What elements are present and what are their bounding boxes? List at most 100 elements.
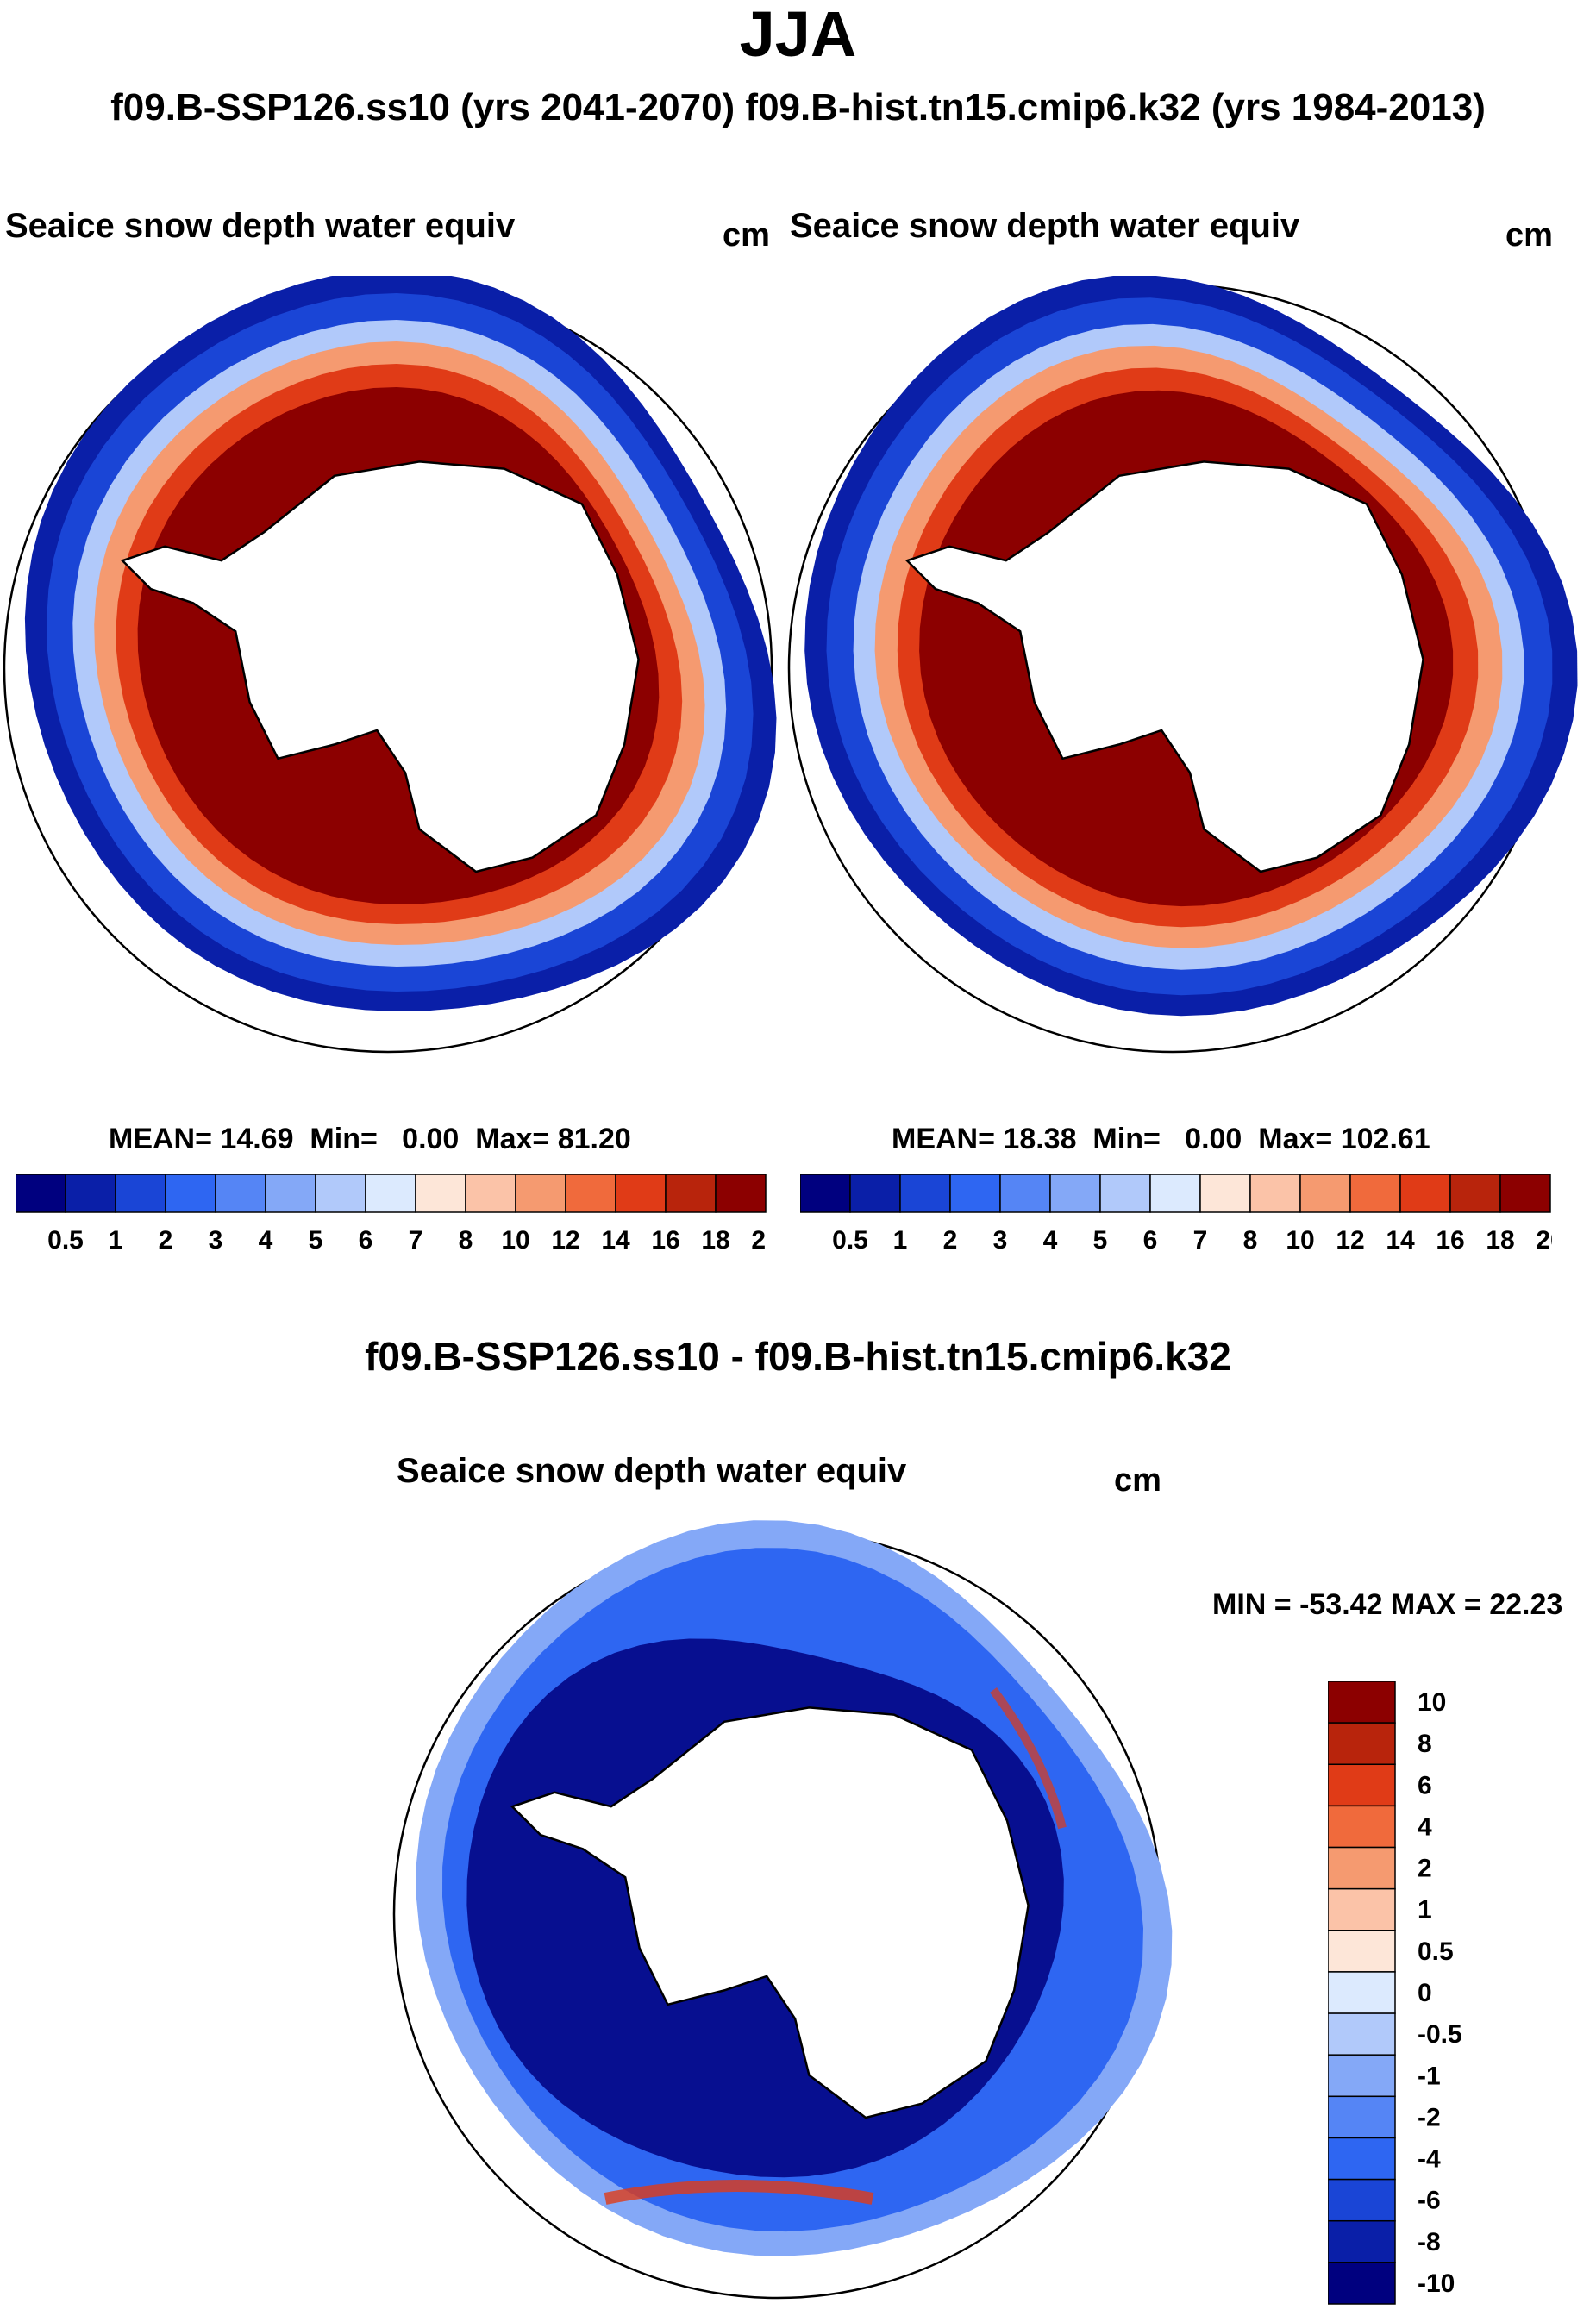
left-antarctica-coast: [120, 460, 640, 873]
left-stats: MEAN= 14.69 Min= 0.00 Max= 81.20: [109, 1123, 631, 1156]
diff-colorbar-label: 10: [1418, 1688, 1446, 1717]
diff-colorbar-box: [1328, 2137, 1396, 2181]
left-colorbar-box: [515, 1174, 566, 1213]
left-colorbar-label: 12: [551, 1226, 579, 1255]
right-colorbar-box: [1299, 1174, 1351, 1213]
left-max-label: Max=: [475, 1123, 550, 1155]
left-panel-units: cm: [723, 217, 770, 253]
right-colorbar-label: 1: [893, 1226, 908, 1255]
diff-colorbar-box: [1328, 2095, 1396, 2139]
left-colorbar-label: 16: [651, 1226, 679, 1255]
left-mean-label: MEAN=: [109, 1123, 212, 1155]
left-colorbar-box: [365, 1174, 416, 1213]
right-colorbar-label: 16: [1436, 1226, 1464, 1255]
diff-colorbar-label: 0: [1418, 1979, 1432, 2007]
right-colorbar-label: 4: [1043, 1226, 1058, 1255]
right-colorbar-label: 7: [1193, 1226, 1208, 1255]
diff-minmax: MIN = -53.42 MAX = 22.23: [1212, 1588, 1563, 1621]
right-colorbar-box: [1349, 1174, 1401, 1213]
right-map: [787, 276, 1578, 1054]
left-min-label: Min=: [310, 1123, 378, 1155]
diff-antarctica-coast: [510, 1706, 1030, 2119]
diff-colorbar-label: 1: [1418, 1896, 1432, 1925]
left-colorbar-box: [565, 1174, 616, 1213]
right-colorbar-label: 18: [1486, 1226, 1514, 1255]
right-colorbar-box: [849, 1174, 901, 1213]
diff-colorbar: 10 8 6 4 2 1 0.5 0 -0.5 -1 -2 -4 -6 -8 -10: [1328, 1681, 1462, 2305]
right-panel-units: cm: [1505, 217, 1553, 253]
left-colorbar-box: [65, 1174, 116, 1213]
diff-colorbar-label: -10: [1418, 2269, 1455, 2298]
left-colorbar-label: 2: [159, 1226, 173, 1255]
right-colorbar-label: 6: [1143, 1226, 1158, 1255]
diff-colorbar-box: [1328, 1681, 1396, 1724]
right-map-layers: [787, 276, 1578, 1054]
left-colorbar: 0.512345678101214161820: [16, 1174, 767, 1255]
diff-colorbar-box: [1328, 1805, 1396, 1849]
diff-map-layers: [392, 1520, 1173, 2300]
right-colorbar-label: 3: [993, 1226, 1008, 1255]
diff-colorbar-box: [1328, 1971, 1396, 2014]
right-mean-label: MEAN=: [892, 1123, 995, 1155]
diff-colorbar-box: [1328, 1846, 1396, 1890]
diff-positive-streak-east: [989, 1687, 1067, 1830]
diff-map: [392, 1520, 1173, 2300]
left-mean-value: 14.69: [220, 1123, 294, 1155]
left-colorbar-boxes: 0.512345678101214161820: [16, 1174, 767, 1255]
left-colorbar-box: [415, 1174, 466, 1213]
left-colorbar-box: [115, 1174, 166, 1213]
diff-colorbar-box: [1328, 2054, 1396, 2098]
right-colorbar-box: [1399, 1174, 1451, 1213]
left-colorbar-box: [165, 1174, 216, 1213]
right-colorbar-box: [1049, 1174, 1101, 1213]
diff-colorbar-label: -4: [1418, 2145, 1441, 2174]
left-colorbar-box: [265, 1174, 316, 1213]
left-colorbar-label: 18: [701, 1226, 729, 1255]
right-colorbar-box: [899, 1174, 951, 1213]
diff-colorbar-box: [1328, 1930, 1396, 1973]
right-min-value: 0.00: [1185, 1123, 1242, 1155]
figure-subtitle: f09.B-SSP126.ss10 (yrs 2041-2070) f09.B-…: [110, 86, 1486, 128]
right-colorbar-box: [1449, 1174, 1501, 1213]
right-colorbar-label: 8: [1243, 1226, 1258, 1255]
left-colorbar-label: 5: [309, 1226, 323, 1255]
diff-colorbar-label: 4: [1418, 1812, 1432, 1841]
left-map: [3, 276, 777, 1054]
left-colorbar-label: 3: [209, 1226, 223, 1255]
diff-colorbar-label: -1: [1418, 2062, 1441, 2090]
left-colorbar-label: 6: [359, 1226, 373, 1255]
right-min-label: Min=: [1092, 1123, 1161, 1155]
left-colorbar-box: [615, 1174, 667, 1213]
left-min-value: 0.00: [402, 1123, 460, 1155]
right-colorbar-box: [800, 1174, 851, 1213]
right-colorbar-box: [1099, 1174, 1151, 1213]
right-stats: MEAN= 18.38 Min= 0.00 Max= 102.61: [892, 1123, 1430, 1156]
left-panel-label: Seaice snow depth water equiv: [5, 207, 516, 245]
diff-colorbar-box: [1328, 1722, 1396, 1766]
left-colorbar-label: 0.5: [47, 1226, 84, 1255]
diff-colorbar-box: [1328, 1763, 1396, 1807]
right-colorbar-box: [1499, 1174, 1551, 1213]
left-colorbar-label: 20: [751, 1226, 767, 1255]
left-max-value: 81.20: [557, 1123, 631, 1155]
right-colorbar-label: 20: [1536, 1226, 1552, 1255]
right-panel-label: Seaice snow depth water equiv: [790, 207, 1300, 245]
diff-colorbar-boxes: 10 8 6 4 2 1 0.5 0 -0.5 -1 -2 -4 -6 -8 -10: [1328, 1681, 1462, 2305]
right-colorbar-label: 14: [1386, 1226, 1415, 1255]
right-colorbar-label: 2: [943, 1226, 958, 1255]
diff-colorbar-label: -8: [1418, 2228, 1441, 2256]
right-colorbar-box: [1249, 1174, 1301, 1213]
right-antarctica-coast: [904, 460, 1424, 873]
right-mean-value: 18.38: [1003, 1123, 1077, 1155]
left-colorbar-label: 1: [109, 1226, 123, 1255]
diff-header: f09.B-SSP126.ss10 - f09.B-hist.tn15.cmip…: [365, 1334, 1231, 1379]
right-colorbar-label: 12: [1336, 1226, 1364, 1255]
left-colorbar-box: [665, 1174, 717, 1213]
figure-title: JJA: [739, 0, 857, 70]
left-colorbar-box: [715, 1174, 767, 1213]
right-colorbar-box: [999, 1174, 1051, 1213]
right-colorbar-label: 10: [1286, 1226, 1314, 1255]
diff-colorbar-box: [1328, 1887, 1396, 1931]
right-colorbar-box: [1199, 1174, 1251, 1213]
left-colorbar-box: [465, 1174, 516, 1213]
